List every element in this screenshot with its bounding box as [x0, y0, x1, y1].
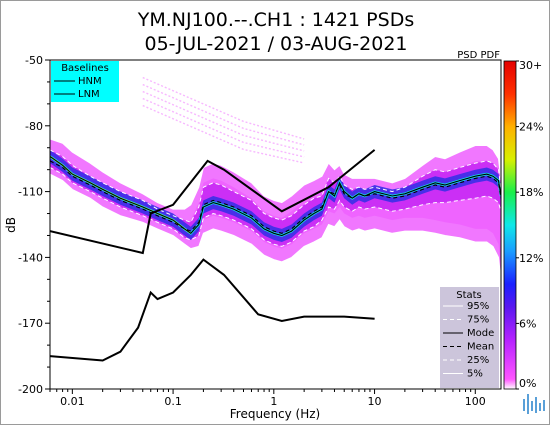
stat-line-p25 — [50, 167, 501, 247]
stats-legend-box — [440, 287, 499, 388]
y-tick-label: -170 — [18, 317, 43, 330]
baselines-legend: Baselines HNM LNM — [51, 61, 119, 102]
stat-line-p5 — [50, 173, 501, 280]
stats-legend-title: Stats — [456, 290, 482, 301]
colorbar-tick-label: 24% — [519, 121, 543, 134]
stat-line-mode — [50, 156, 501, 237]
stats-legend-label-p95: 95% — [467, 301, 489, 312]
baseline-lines — [50, 149, 376, 362]
pdf-label: PSD PDF — [457, 50, 500, 61]
pdf-density-cloud — [50, 76, 501, 280]
glitch-streak — [142, 90, 305, 152]
colorbar-tick-label: 6% — [519, 317, 536, 330]
glitch-streak — [142, 104, 305, 164]
hnm-line — [50, 149, 376, 255]
colorbar-tick-label: 30+ — [519, 59, 542, 72]
colorbar: 0% 6% 12% 18% 24% 30+ — [503, 59, 543, 390]
y-tick-label: -200 — [18, 383, 43, 396]
stats-legend-label-p25: 25% — [467, 355, 489, 366]
y-tick-label: -50 — [25, 54, 43, 67]
y-axis: -50 -80 -110 -140 -170 -200 — [18, 54, 50, 396]
colorbar-tick-label: 18% — [519, 186, 543, 199]
y-axis-label: dB — [4, 217, 18, 233]
colorbar-tick-label: 12% — [519, 252, 543, 265]
y-tick-label: -140 — [18, 251, 43, 264]
y-tick-label: -110 — [18, 186, 43, 199]
x-tick-label: 0.01 — [60, 395, 85, 408]
colorbar-tick-label: 0% — [519, 377, 536, 390]
x-axis-label: Frequency (Hz) — [230, 407, 321, 421]
x-axis: 0.01 0.1 1 10 100 — [49, 389, 486, 408]
colorbar-gradient — [503, 60, 517, 390]
x-tick-label: 1 — [270, 395, 277, 408]
glitch-streak — [142, 76, 305, 140]
glitch-streak — [142, 83, 305, 146]
cloud-core-band — [50, 149, 501, 242]
chart-title-line2: 05-JUL-2021 / 03-AUG-2021 — [145, 33, 408, 55]
x-tick-label: 100 — [465, 395, 486, 408]
hnm-legend-label: HNM — [78, 76, 102, 87]
stats-legend-label-mode: Mode — [467, 328, 494, 339]
stats-legend: Stats 95% 75% Mode Mean 25% 5% — [440, 287, 499, 388]
stat-line-p75 — [50, 149, 501, 223]
stats-legend-label-mean: Mean — [467, 342, 494, 353]
stat-line-p95 — [50, 138, 501, 210]
glitch-streak — [142, 97, 305, 158]
lnm-legend-label: LNM — [78, 89, 100, 100]
y-tick-label: -80 — [25, 120, 43, 133]
logo-icon — [523, 394, 545, 414]
stats-lines — [50, 138, 501, 280]
x-tick-label: 10 — [368, 395, 382, 408]
chart-title-line1: YM.NJ100.--.CH1 : 1421 PSDs — [137, 9, 414, 31]
cloud-mid-band — [50, 139, 501, 280]
plot-frame — [49, 59, 502, 390]
baselines-legend-title: Baselines — [61, 63, 109, 74]
stats-legend-label-p5: 5% — [467, 369, 483, 380]
stat-line-mean — [50, 160, 501, 234]
lnm-line — [50, 258, 375, 362]
stats-legend-label-p75: 75% — [467, 315, 489, 326]
x-tick-label: 0.1 — [164, 395, 182, 408]
